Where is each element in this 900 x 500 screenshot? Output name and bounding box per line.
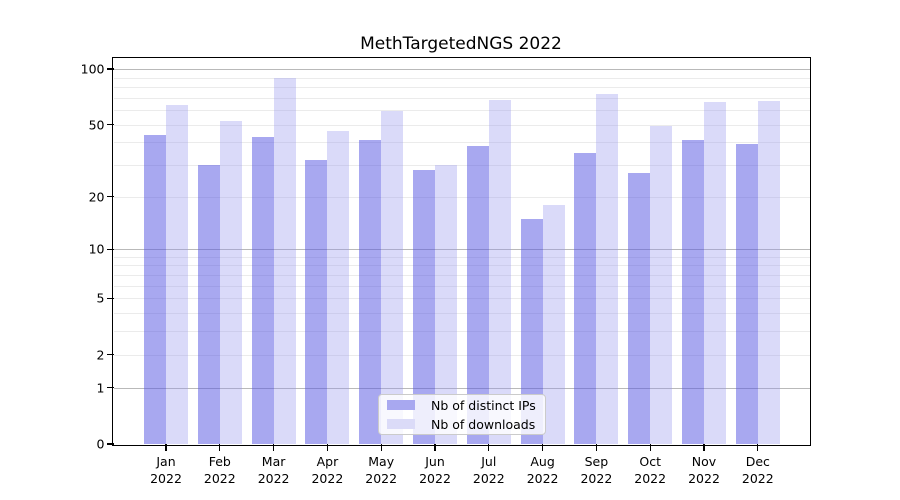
legend-entry-distinct-ips: Nb of distinct IPs <box>387 398 545 413</box>
minor-gridline-80 <box>113 86 810 88</box>
x-tick-label-jun: Jun 2022 <box>419 454 451 486</box>
minor-gridline-30 <box>113 165 810 166</box>
major-gridline-100 <box>113 69 810 71</box>
bar-downloads-sep <box>596 94 619 444</box>
legend: Nb of distinct IPs Nb of downloads <box>378 394 546 435</box>
y-tick-label-100: 100 <box>80 61 105 77</box>
x-tick-mar <box>273 444 275 451</box>
x-tick-jul <box>488 444 490 451</box>
y-tick-5 <box>107 297 114 300</box>
bar-distinct-ips-feb <box>197 165 220 444</box>
minor-gridline-6 <box>113 285 810 287</box>
minor-gridline-60 <box>113 110 810 111</box>
x-tick-jan <box>165 444 167 451</box>
x-tick-label-mar: Mar 2022 <box>257 454 290 486</box>
major-gridline-10 <box>113 249 810 251</box>
x-tick-apr <box>326 444 328 451</box>
bar-distinct-ips-nov <box>682 140 704 444</box>
y-tick-1 <box>107 387 114 389</box>
x-tick-label-may: May 2022 <box>365 454 398 486</box>
bar-distinct-ips-may <box>359 140 382 444</box>
y-tick-label-1: 1 <box>96 380 105 396</box>
x-tick-label-aug: Aug 2022 <box>526 454 559 486</box>
bar-downloads-apr <box>327 131 350 444</box>
minor-gridline-8 <box>113 265 810 267</box>
minor-gridline-40 <box>113 142 810 144</box>
y-tick-label-0: 0 <box>96 436 105 452</box>
y-tick-label-10: 10 <box>88 241 105 257</box>
minor-gridline-90 <box>113 77 810 79</box>
bar-distinct-ips-oct <box>628 173 651 444</box>
x-tick-label-oct: Oct 2022 <box>634 454 667 486</box>
minor-gridline-2 <box>113 354 810 356</box>
bar-distinct-ips-dec <box>735 144 758 444</box>
legend-swatch-downloads <box>387 419 415 429</box>
minor-gridline-5 <box>113 298 810 300</box>
y-tick-2 <box>107 354 114 356</box>
bar-distinct-ips-jan <box>144 134 166 444</box>
x-tick-feb <box>219 444 221 451</box>
x-tick-aug <box>542 444 544 451</box>
x-tick-oct <box>649 444 651 451</box>
x-tick-dec <box>757 444 759 451</box>
x-tick-label-nov: Nov 2022 <box>688 454 720 486</box>
x-tick-nov <box>703 444 705 451</box>
minor-gridline-3 <box>113 331 810 333</box>
y-tick-100 <box>107 68 114 70</box>
x-tick-jun <box>434 444 436 451</box>
minor-gridline-50 <box>113 124 810 126</box>
bar-downloads-aug <box>542 204 565 444</box>
x-tick-label-feb: Feb 2022 <box>203 454 236 486</box>
y-tick-10 <box>107 248 114 250</box>
y-tick-label-50: 50 <box>88 117 105 133</box>
x-tick-may <box>380 444 382 451</box>
bar-downloads-mar <box>273 77 296 444</box>
x-tick-label-jan: Jan 2022 <box>150 454 182 486</box>
bar-downloads-jan <box>166 104 188 444</box>
x-tick-label-dec: Dec 2022 <box>741 454 774 486</box>
y-tick-label-2: 2 <box>96 347 105 363</box>
y-tick-label-20: 20 <box>88 189 105 205</box>
x-tick-sep <box>595 444 597 451</box>
minor-gridline-70 <box>113 97 810 99</box>
y-tick-20 <box>107 196 114 198</box>
bar-downloads-nov <box>704 102 726 444</box>
y-tick-label-5: 5 <box>96 290 105 306</box>
bar-downloads-oct <box>650 126 673 444</box>
major-gridline-1 <box>113 387 810 389</box>
bar-distinct-ips-apr <box>305 159 328 444</box>
bar-distinct-ips-jun <box>413 170 435 444</box>
x-tick-label-sep: Sep 2022 <box>580 454 613 486</box>
x-tick-label-jul: Jul 2022 <box>472 454 505 486</box>
minor-gridline-7 <box>113 275 810 277</box>
legend-entry-downloads: Nb of downloads <box>387 417 545 432</box>
y-tick-50 <box>107 123 114 126</box>
bar-downloads-jun <box>435 165 457 444</box>
chart-title: MethTargetedNGS 2022 <box>360 34 562 54</box>
legend-label-downloads: Nb of downloads <box>431 416 536 432</box>
bar-distinct-ips-mar <box>251 136 274 444</box>
legend-label-distinct-ips: Nb of distinct IPs <box>431 397 536 413</box>
bar-distinct-ips-sep <box>574 152 597 444</box>
bar-downloads-dec <box>757 101 780 444</box>
minor-gridline-4 <box>113 313 810 315</box>
bar-distinct-ips-aug <box>520 218 543 444</box>
y-tick-0 <box>107 443 114 445</box>
bar-distinct-ips-jul <box>466 146 489 444</box>
bar-downloads-may <box>381 111 404 444</box>
minor-gridline-20 <box>113 196 810 198</box>
minor-gridline-9 <box>113 256 810 258</box>
bar-downloads-feb <box>219 121 242 444</box>
bar-downloads-jul <box>488 100 511 444</box>
legend-swatch-distinct-ips <box>387 400 415 410</box>
x-tick-label-apr: Apr 2022 <box>311 454 344 486</box>
